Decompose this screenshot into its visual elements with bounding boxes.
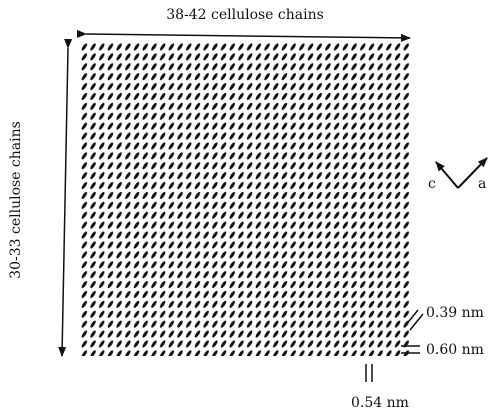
width-label: 38-42 cellulose chains (166, 7, 324, 23)
width-arrow (76, 29, 411, 42)
spacing-label: 0.39 nm (426, 305, 484, 321)
spacing-label: 0.60 nm (426, 342, 484, 358)
spacing-mark (409, 313, 424, 331)
axis-c-label: c (428, 176, 436, 192)
axis-a-arrow (457, 157, 488, 189)
spacing-label: 0.54 nm (351, 395, 409, 411)
spacing-mark (404, 309, 419, 327)
axis-c-arrow (435, 161, 459, 189)
axis-a-label: a (478, 176, 486, 192)
height-arrow (58, 38, 73, 357)
height-label: 30-33 cellulose chains (8, 121, 24, 279)
chain-lattice (80, 42, 412, 356)
